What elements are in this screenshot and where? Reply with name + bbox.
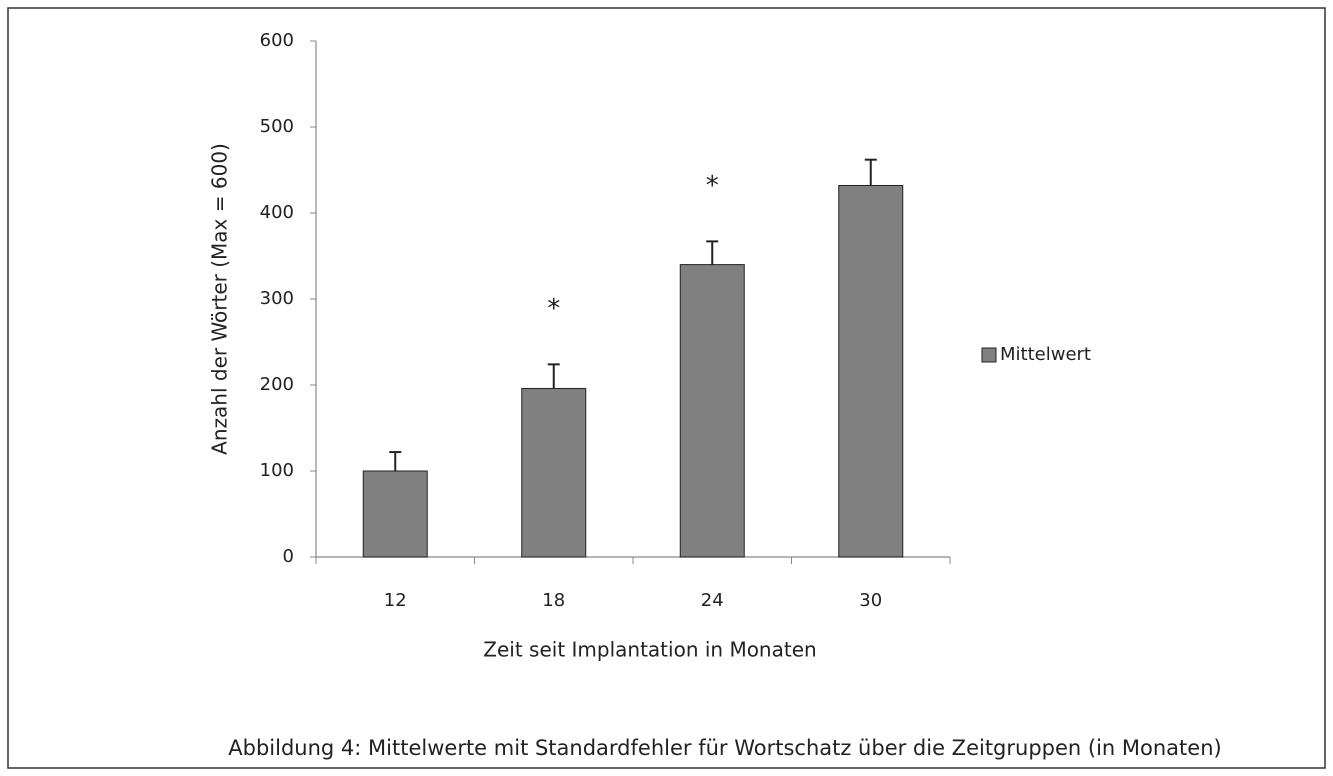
y-tick-label: 400 — [260, 202, 294, 223]
frame — [7, 7, 1326, 769]
legend-swatch — [981, 347, 997, 363]
significance-mark: * — [547, 294, 560, 324]
caption: Abbildung 4: Mittelwerte mit Standardfeh… — [228, 736, 1221, 760]
bar — [679, 264, 745, 558]
bar — [838, 184, 904, 558]
y-axis-title: Anzahl der Wörter (Max = 600) — [208, 143, 232, 455]
x-tick-label: 18 — [542, 590, 565, 611]
bar — [521, 387, 587, 558]
y-tick-label: 500 — [260, 116, 294, 137]
x-tick-label: 30 — [859, 590, 882, 611]
x-axis-title: Zeit seit Implantation in Monaten — [483, 638, 816, 662]
bar — [362, 470, 428, 558]
x-tick-label: 12 — [384, 590, 407, 611]
x-tick-label: 24 — [701, 590, 724, 611]
y-tick-label: 200 — [260, 374, 294, 395]
y-tick-label: 300 — [260, 288, 294, 309]
y-tick-label: 100 — [260, 460, 294, 481]
y-tick-label: 600 — [260, 30, 294, 51]
significance-mark: * — [706, 171, 719, 201]
legend-label: Mittelwert — [1000, 344, 1091, 365]
y-tick-label: 0 — [283, 546, 294, 567]
